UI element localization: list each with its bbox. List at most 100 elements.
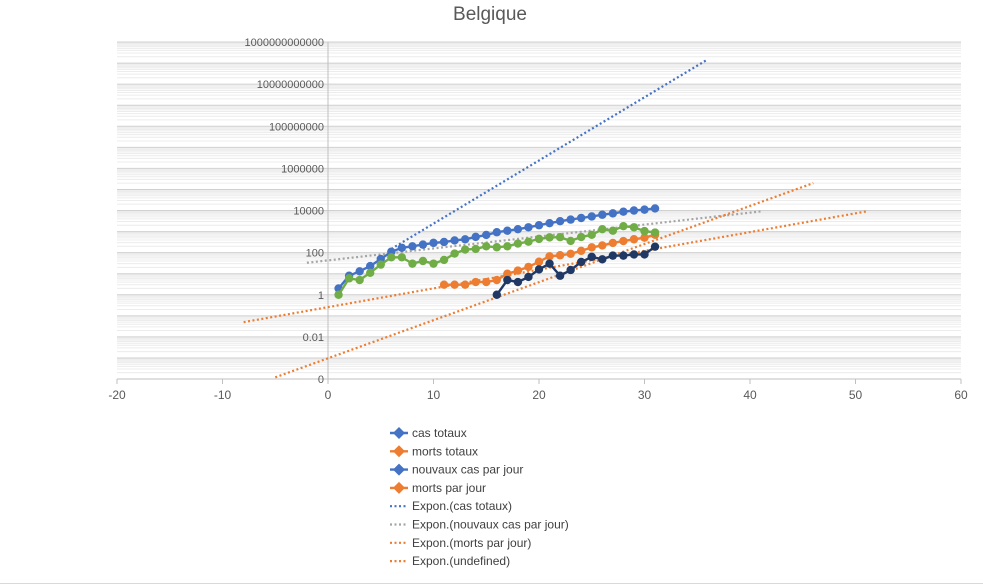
data-point — [650, 204, 660, 213]
trendline — [390, 58, 709, 250]
data-point — [534, 265, 544, 274]
x-tick-label: 60 — [954, 388, 968, 402]
series-line — [495, 245, 656, 296]
data-point — [397, 243, 407, 252]
data-point — [587, 252, 596, 262]
data-point — [619, 207, 628, 216]
legend-marker — [393, 463, 405, 476]
y-tick-label: 0 — [318, 374, 324, 386]
bottom-divider — [0, 583, 983, 584]
trendlines — [243, 58, 867, 379]
x-tick-label: 40 — [743, 388, 757, 402]
data-point — [608, 226, 618, 235]
data-point — [555, 251, 565, 260]
data-point — [366, 268, 375, 278]
data-point — [566, 249, 575, 258]
data-point — [450, 280, 459, 289]
data-point — [545, 259, 554, 268]
data-point — [598, 255, 607, 264]
data-point — [640, 233, 649, 242]
data-point — [492, 228, 501, 237]
data-point — [545, 252, 554, 261]
data-point — [577, 213, 586, 223]
data-point — [376, 260, 385, 269]
data-point — [524, 237, 533, 246]
data-point — [460, 280, 470, 289]
data-point — [355, 275, 364, 285]
data-point — [640, 205, 649, 214]
data-point — [503, 242, 512, 251]
data-point — [492, 243, 501, 252]
data-point — [650, 242, 660, 251]
data-point — [524, 272, 533, 282]
y-tick-label: 0.01 — [303, 332, 324, 344]
data-point — [513, 266, 523, 275]
data-point — [492, 290, 501, 299]
data-point — [619, 236, 628, 246]
data-point — [608, 251, 618, 260]
data-point — [640, 226, 649, 236]
x-tick-label: -20 — [108, 388, 126, 402]
axes — [116, 42, 962, 384]
data-point — [513, 277, 523, 287]
data-point — [545, 233, 554, 242]
data-point — [439, 237, 449, 247]
chart-title: Belgique — [453, 4, 527, 25]
data-point — [471, 244, 480, 254]
data-point — [629, 235, 639, 244]
data-point — [566, 236, 575, 246]
legend-label: Expon.(morts par jour) — [412, 536, 531, 550]
data-point — [650, 228, 660, 237]
data-point — [450, 236, 459, 245]
data-point — [482, 277, 491, 287]
data-point — [439, 280, 449, 289]
x-tick-label: 20 — [532, 388, 546, 402]
data-point — [619, 221, 628, 231]
data-point — [555, 232, 565, 242]
data-point — [534, 257, 544, 266]
legend-marker — [393, 445, 405, 458]
data-point — [534, 221, 544, 230]
data-point — [429, 238, 438, 248]
data-point — [608, 209, 618, 218]
data-point — [640, 250, 649, 259]
data-point — [524, 223, 533, 232]
data-point — [587, 230, 596, 240]
data-point — [492, 275, 501, 285]
data-point — [587, 212, 596, 221]
data-point — [482, 242, 491, 251]
data-point — [566, 215, 575, 224]
data-point — [418, 240, 428, 249]
data-point — [598, 210, 607, 219]
data-point — [471, 232, 480, 242]
legend: cas totaux morts totaux nouvaux cas par jo… — [390, 426, 569, 568]
legend-label: Expon.(cas totaux) — [412, 499, 512, 513]
data-point — [577, 257, 586, 267]
y-tick-label: 1000000 — [281, 163, 324, 175]
data-point — [503, 226, 512, 235]
trendline — [243, 210, 867, 324]
data-point — [460, 235, 470, 244]
data-point — [355, 267, 364, 276]
data-point — [366, 261, 375, 271]
data-point — [598, 224, 607, 234]
data-point — [566, 265, 575, 275]
data-point — [629, 223, 639, 232]
legend-marker — [393, 481, 405, 494]
x-tick-label: -10 — [214, 388, 232, 402]
data-point — [503, 269, 512, 278]
x-tick-label: 0 — [325, 388, 332, 402]
data-point — [460, 245, 470, 254]
data-point — [587, 243, 596, 252]
data-point — [439, 255, 449, 265]
data-point — [408, 259, 417, 268]
data-point — [545, 218, 554, 228]
legend-label: Expon.(nouvaux cas par jour) — [412, 518, 569, 532]
data-point — [503, 275, 512, 285]
tick-labels: -20 -10 0 10 20 30 40 50 60 0 0.01 1 100 10000 1000000… — [108, 37, 968, 402]
data-point — [344, 274, 354, 283]
y-tick-label: 10000000000 — [257, 79, 324, 91]
data-point — [598, 241, 607, 250]
x-tick-label: 30 — [638, 388, 652, 402]
